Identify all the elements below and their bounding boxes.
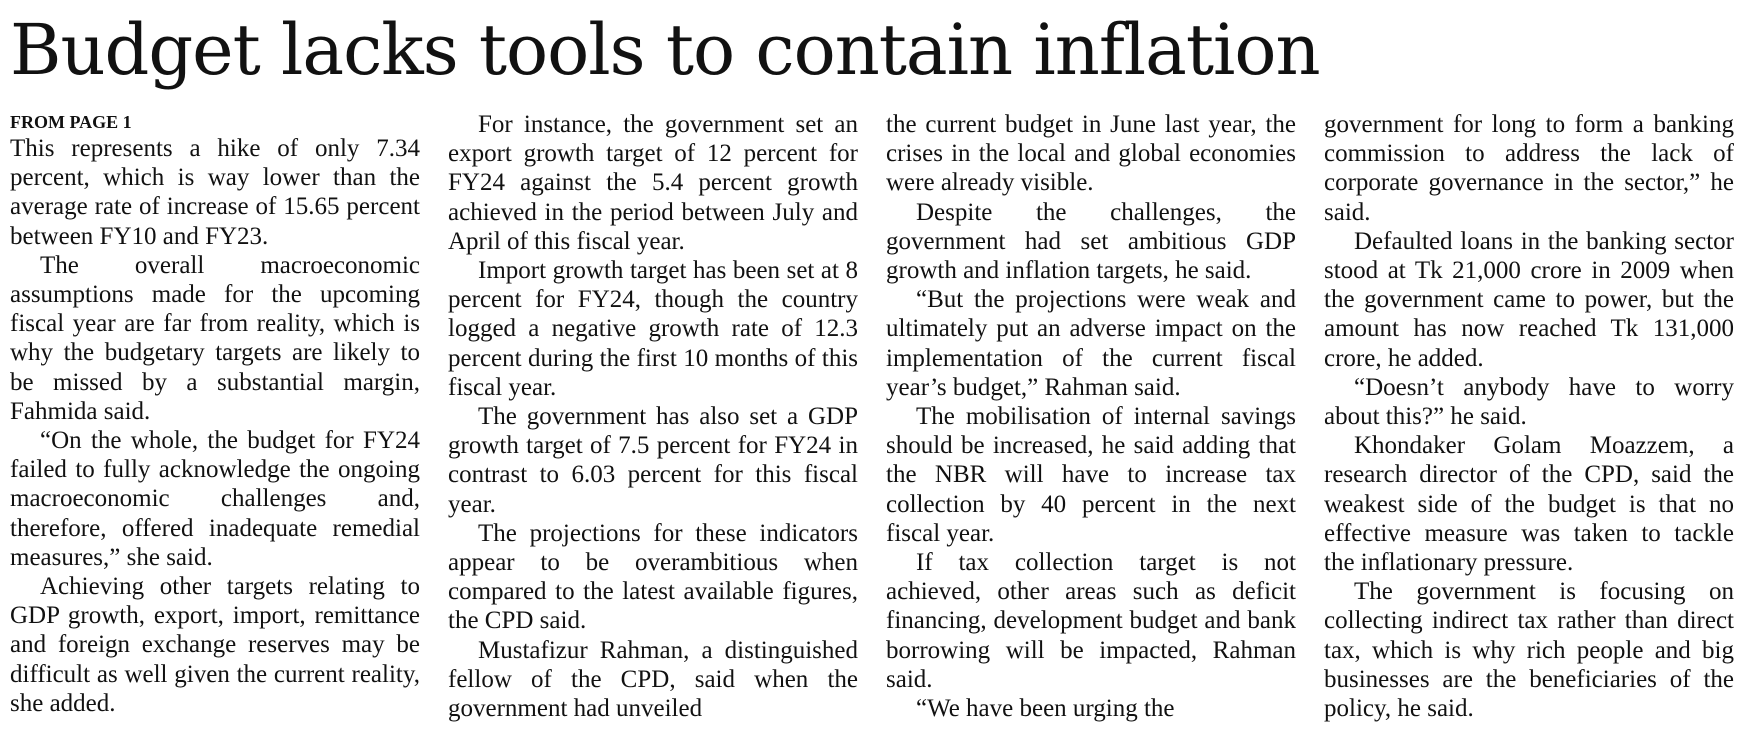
paragraph: “But the projections were weak and ultim… [886,286,1296,401]
paragraph: Import growth target has been set at 8 p… [448,257,858,401]
paragraph: Defaulted loans in the banking sector st… [1324,227,1734,372]
paragraph: Achieving other targets relating to GDP … [10,573,420,717]
paragraph: The government is focusing on collecting… [1324,578,1734,723]
paragraph: “Doesn’t anybody have to worry about thi… [1324,373,1734,431]
article-column-2: For instance, the government set an expo… [448,110,858,735]
paragraph: the current budget in June last year, th… [886,111,1296,197]
paragraph: If tax collection target is not achieved… [886,549,1296,693]
paragraph: “We have been urging the [916,695,1175,723]
article-column-1: FROM PAGE 1 This represents a hike of on… [10,108,420,733]
continuation-kicker: FROM PAGE 1 [10,112,132,132]
paragraph: The mobilisation of internal savings sho… [886,403,1296,547]
paragraph: The government has also set a GDP growth… [448,403,858,518]
paragraph: For instance, the government set an expo… [448,111,858,255]
paragraph: This represents a hike of only 7.34 perc… [10,135,420,250]
paragraph: Mustafizur Rahman, a distinguished fello… [448,636,858,723]
paragraph: Khondaker Golam Moazzem, a research dire… [1324,432,1734,577]
paragraph: government for long to form a banking co… [1324,111,1734,226]
headline: Budget lacks tools to contain inflation [10,9,1321,91]
paragraph: Despite the challenges, the government h… [886,198,1296,285]
paragraph: The projections for these indicators app… [448,519,858,635]
article-column-4: government for long to form a banking co… [1324,110,1734,735]
article-column-3: the current budget in June last year, th… [886,110,1296,735]
paragraph: “On the whole, the budget for FY24 faile… [10,427,420,571]
paragraph: The overall macroeconomic assumptions ma… [10,251,420,425]
